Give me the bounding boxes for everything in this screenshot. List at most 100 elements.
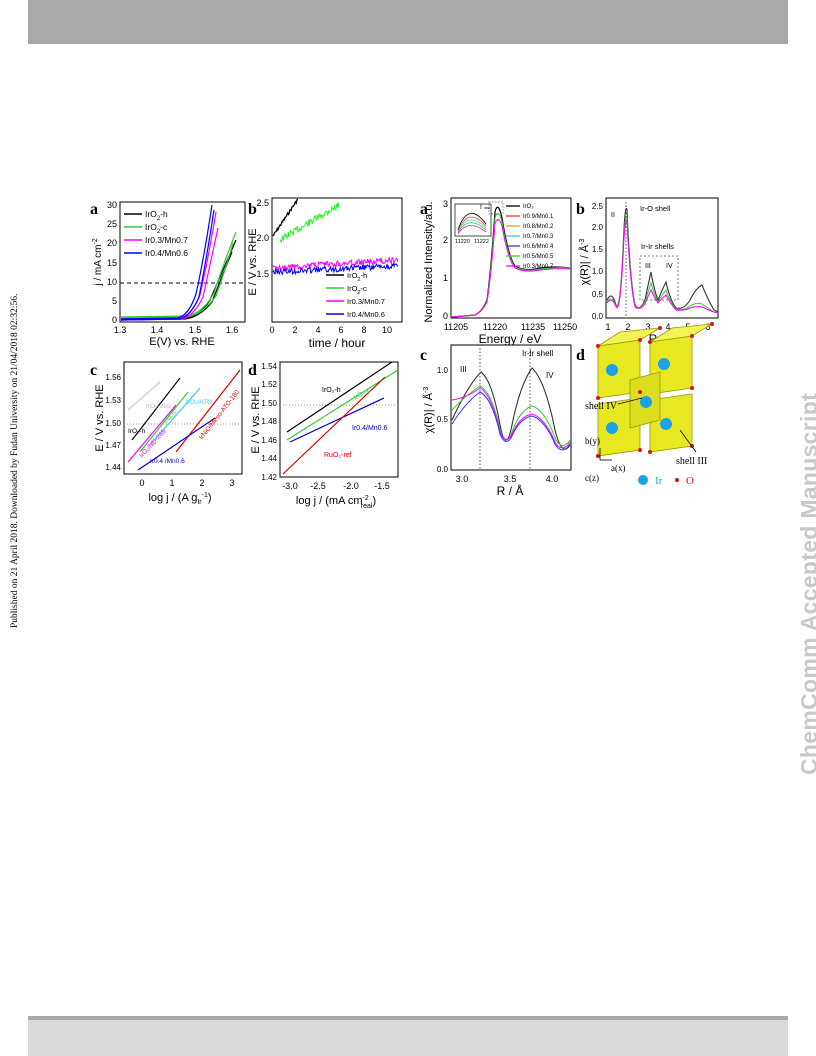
legend-ir-marker [638, 475, 648, 485]
left-panel-d: d 1.42 1.44 1.46 1.48 1.50 1.52 1.54 -3.… [248, 361, 399, 510]
inset-curve [457, 219, 487, 233]
shell-iv-pointer [617, 397, 643, 405]
y-tick: 1.48 [261, 417, 277, 426]
line-irnio-meso-ato [175, 369, 241, 453]
y-axis-label: E / V vs. RHE [247, 228, 259, 295]
curve-ir03-mn07-return [120, 227, 219, 321]
marker-iii: III [460, 365, 467, 374]
line-iro2-ato [149, 387, 201, 446]
y-tick: 1.53 [105, 396, 121, 405]
o-atom [596, 344, 600, 348]
y-axis-label: χ(R)| / Å-3 [578, 239, 591, 286]
x-tick: 1.5 [189, 325, 202, 335]
x-tick: 11250 [553, 322, 577, 332]
legend-entry: Ir0.5/Mn0.5 [523, 254, 554, 260]
ir-atom [606, 364, 618, 376]
right-panel-d: d [576, 322, 714, 487]
trace-ir04-mn06 [272, 262, 399, 276]
label-shell-iii: shell III [676, 456, 707, 467]
o-atom [690, 334, 694, 338]
x-tick: 11235 [521, 322, 545, 332]
curve-iro2-h-return [120, 251, 233, 321]
panel-label-b: b [248, 201, 257, 218]
ft-exafs-ir03-mn07 [606, 220, 719, 314]
plot-frame [279, 361, 399, 478]
legend: IrO2-h IrO2-c Ir0.3/Mn0.7 Ir0.4/Mn0.6 [326, 271, 385, 319]
x-tick: 10 [382, 325, 392, 335]
trace-iro2-h [272, 198, 299, 237]
y-tick-labels: 1.42 1.44 1.46 1.48 1.50 1.52 1.54 [261, 362, 277, 482]
x-tick: 3.5 [504, 474, 517, 484]
panel-label-a: a [420, 201, 428, 218]
y-tick: 1.44 [105, 463, 121, 472]
panel-label-a: a [90, 201, 98, 218]
y-axis-label: j / mA cm-2 [92, 238, 104, 286]
legend-entry: Ir0.4/Mn0.6 [347, 310, 385, 319]
ir-atom [660, 418, 672, 430]
label-ir-o-shell: Ir-O shell [640, 204, 671, 213]
marker-iii: III [645, 263, 651, 270]
axis-c-label: c(z) [585, 473, 599, 483]
y-tick: 1.42 [261, 473, 277, 482]
y-axis-label: E / V vs. RHE [250, 386, 262, 453]
x-axis-label: E(V) vs. RHE [149, 336, 214, 348]
y-axis-label: Normalized Intensity/a.u. [423, 201, 435, 322]
annotation-ruo2-ref: RuO₂-ref [324, 452, 352, 459]
line-ir04-mn06 [137, 417, 216, 471]
o-atom [648, 340, 652, 344]
legend-entry: Ir0.3/Mn0.7 [347, 297, 385, 306]
curve-ir04-mn06-return [120, 209, 215, 321]
legend-entry: IrO2-c [145, 222, 168, 235]
y-tick: 2.5 [592, 202, 604, 211]
y-tick-labels: 0.0 0.5 1.0 1.5 2.0 2.5 [592, 202, 604, 321]
inset-tick: 11220 [455, 239, 470, 245]
trace-iro2-c [279, 202, 340, 244]
x-tick: 6 [705, 322, 710, 332]
ir-atom [658, 358, 670, 370]
y-tick: 2.0 [256, 233, 269, 243]
y-tick-labels: 0 1 2 3 [443, 199, 448, 321]
y-tick-labels: 1.5 2.0 2.5 [256, 198, 269, 279]
panel-label-c: c [420, 347, 427, 364]
x-tick: 2 [625, 322, 630, 332]
left-panel-b: b 1.5 2.0 2.5 0 2 4 6 8 10 time / hour E… [247, 197, 403, 350]
legend: IrO2-h IrO2-c Ir0.3/Mn0.7 Ir0.4/Mn0.6 [124, 209, 188, 258]
panel-label-c: c [90, 362, 97, 379]
annotation-iro2-265: IrO₂-265 [146, 403, 171, 410]
x-tick-labels: 1.3 1.4 1.5 1.6 [114, 325, 239, 335]
inset-curve [457, 213, 487, 231]
y-tick: 0.5 [592, 290, 604, 299]
y-axis-label: χ(R)| / Å-3 [422, 387, 435, 434]
ir-atoms [606, 358, 672, 434]
x-tick: -2.0 [343, 481, 359, 491]
y-tick: 0.5 [437, 415, 449, 424]
y-tick: 0.0 [437, 465, 449, 474]
ir-atom [640, 396, 652, 408]
inset-curve [457, 222, 487, 234]
axis-b-label: b(y) [585, 436, 600, 446]
xanes-ir03-mn07 [451, 219, 571, 318]
plot-frame [450, 344, 572, 471]
legend-entry: Ir0.9/Mn0.1 [523, 214, 554, 220]
journal-footer-bar [28, 1016, 788, 1056]
y-tick: 1 [443, 273, 448, 283]
y-tick: 1.52 [261, 380, 277, 389]
x-axis-label: log j / (A gIr-1) [148, 492, 211, 506]
legend-entry: Ir0.4/Mn0.6 [145, 248, 188, 258]
o-atom [638, 390, 642, 394]
annotation-iro2-c: IrO₂-c [353, 387, 373, 402]
x-tick: 1.4 [151, 325, 164, 335]
y-tick: 20 [107, 238, 117, 248]
line-iro2-h [286, 361, 393, 433]
right-panel-b: b 0.0 0.5 1.0 1.5 2.0 2.5 1 2 3 4 5 6 R … [576, 197, 719, 346]
annotation-ir04-mn06: Ir0.4 /Mn0.6 [150, 458, 185, 465]
y-tick: 0 [443, 311, 448, 321]
y-tick: 0 [112, 315, 117, 325]
y-tick: 15 [107, 258, 117, 268]
marker-iv: IV [666, 263, 673, 270]
curve-iro2-c-return [120, 242, 234, 319]
ft-exafs-ir03-mn07 [451, 387, 571, 449]
y-tick-labels: 0.0 0.5 1.0 [437, 366, 449, 474]
legend-o-label: O [686, 475, 694, 487]
